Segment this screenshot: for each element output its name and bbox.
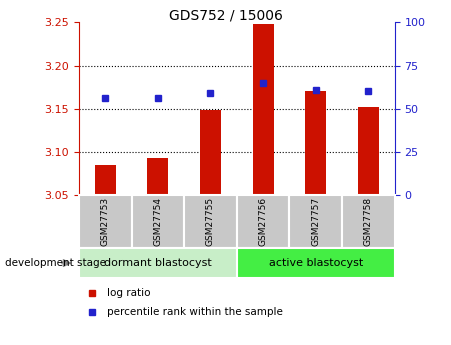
FancyBboxPatch shape xyxy=(237,195,290,248)
Text: GSM27758: GSM27758 xyxy=(364,197,373,246)
Bar xyxy=(200,110,221,195)
Bar xyxy=(253,24,274,195)
Text: dormant blastocyst: dormant blastocyst xyxy=(104,258,212,268)
FancyBboxPatch shape xyxy=(342,195,395,248)
Text: GSM27756: GSM27756 xyxy=(258,197,267,246)
FancyBboxPatch shape xyxy=(132,195,184,248)
Text: percentile rank within the sample: percentile rank within the sample xyxy=(107,307,283,317)
Text: log ratio: log ratio xyxy=(107,288,151,298)
FancyBboxPatch shape xyxy=(290,195,342,248)
FancyBboxPatch shape xyxy=(184,195,237,248)
Text: GDS752 / 15006: GDS752 / 15006 xyxy=(169,9,282,23)
Text: GSM27754: GSM27754 xyxy=(153,197,162,246)
Text: GSM27755: GSM27755 xyxy=(206,197,215,246)
Bar xyxy=(147,158,168,195)
Text: GSM27753: GSM27753 xyxy=(101,197,110,246)
Text: active blastocyst: active blastocyst xyxy=(269,258,363,268)
FancyBboxPatch shape xyxy=(79,195,132,248)
FancyBboxPatch shape xyxy=(237,248,395,278)
Bar xyxy=(95,165,116,195)
Text: development stage: development stage xyxy=(5,258,106,268)
Bar xyxy=(358,107,379,195)
Bar xyxy=(305,91,326,195)
Text: GSM27757: GSM27757 xyxy=(311,197,320,246)
FancyBboxPatch shape xyxy=(79,248,237,278)
